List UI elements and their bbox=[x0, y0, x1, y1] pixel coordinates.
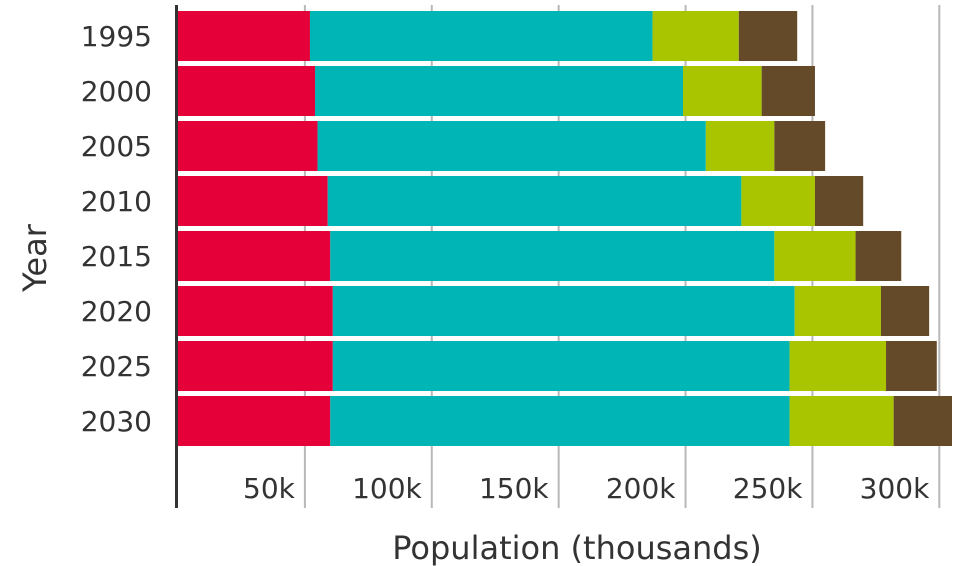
y-tick-labels: 1995 2000 2005 2010 2015 2020 2025 2030 bbox=[81, 20, 152, 438]
bar-segment bbox=[789, 341, 887, 391]
bar-segment bbox=[178, 231, 331, 281]
bar-segment bbox=[178, 176, 328, 226]
x-tick-label: 250k bbox=[733, 472, 803, 505]
bar-segment bbox=[741, 176, 815, 226]
bar-segment bbox=[317, 121, 706, 171]
bar-segment bbox=[652, 11, 739, 61]
bar-segment bbox=[332, 286, 795, 336]
bar-segment bbox=[814, 176, 864, 226]
x-tick-label: 200k bbox=[606, 472, 676, 505]
bar-segment bbox=[738, 11, 798, 61]
x-tick-label: 100k bbox=[352, 472, 422, 505]
bar-segment bbox=[332, 341, 790, 391]
bar-segment bbox=[774, 231, 856, 281]
y-tick-label: 2010 bbox=[81, 185, 152, 218]
x-tick-label: 50k bbox=[243, 472, 296, 505]
bar-segment bbox=[309, 11, 653, 61]
y-tick-label: 2005 bbox=[81, 130, 152, 163]
y-tick-label: 2020 bbox=[81, 295, 152, 328]
y-tick-label: 2000 bbox=[81, 75, 152, 108]
bar-segment bbox=[330, 396, 790, 446]
bar-segment bbox=[178, 286, 333, 336]
bar-segment bbox=[178, 11, 310, 61]
x-tick-label: 300k bbox=[860, 472, 930, 505]
bar-segment bbox=[178, 66, 316, 116]
y-tick-label: 2025 bbox=[81, 350, 152, 383]
bar-segment bbox=[683, 66, 762, 116]
bar-segment bbox=[886, 341, 937, 391]
bar-segment bbox=[789, 396, 894, 446]
x-tick-label: 150k bbox=[479, 472, 549, 505]
bar-segment bbox=[330, 231, 775, 281]
bar-segment bbox=[761, 66, 815, 116]
bar-segment bbox=[178, 396, 331, 446]
x-axis-title: Population (thousands) bbox=[392, 529, 762, 566]
bars bbox=[178, 11, 952, 446]
bar-segment bbox=[794, 286, 881, 336]
x-tick-labels: 50k 100k 150k 200k 250k 300k bbox=[243, 472, 930, 505]
y-tick-label: 1995 bbox=[81, 20, 152, 53]
bar-segment bbox=[855, 231, 902, 281]
y-tick-label: 2015 bbox=[81, 240, 152, 273]
bar-segment bbox=[774, 121, 826, 171]
bar-segment bbox=[880, 286, 930, 336]
bar-segment bbox=[178, 341, 333, 391]
bar-segment bbox=[327, 176, 742, 226]
bar-segment bbox=[893, 396, 952, 446]
bar-segment bbox=[705, 121, 775, 171]
y-axis-title: Year bbox=[16, 223, 54, 293]
bar-segment bbox=[315, 66, 684, 116]
y-tick-label: 2030 bbox=[81, 405, 152, 438]
bar-segment bbox=[178, 121, 318, 171]
